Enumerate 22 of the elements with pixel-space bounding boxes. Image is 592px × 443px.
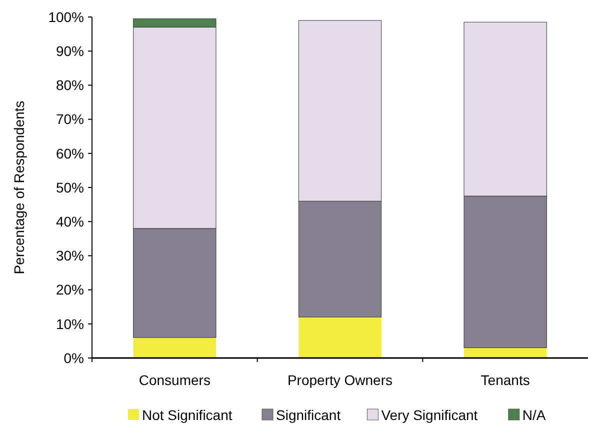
y-tick-label: 50%: [56, 179, 84, 196]
x-tick-label: Consumers: [138, 372, 210, 388]
y-tick-label: 0%: [64, 350, 84, 366]
legend-label: Significant: [276, 406, 341, 423]
x-tick-label: Tenants: [480, 372, 530, 388]
y-tick-label: 10%: [56, 316, 84, 332]
legend-label: Not Significant: [142, 406, 232, 423]
bar: [133, 338, 216, 358]
y-tick-label: 30%: [56, 248, 84, 264]
legend-label: Very Significant: [381, 406, 478, 423]
legend-label: N/A: [522, 406, 546, 423]
y-tick-label: 90%: [56, 43, 84, 59]
y-tick-label: 60%: [56, 145, 84, 162]
y-axis-title: Percentage of Respondents: [11, 100, 27, 274]
bar: [464, 348, 547, 358]
y-tick-label: 80%: [56, 77, 84, 94]
y-tick-label: 40%: [56, 214, 84, 230]
bar: [298, 317, 382, 358]
y-tick-label: 70%: [56, 111, 84, 128]
y-tick-label: 100%: [48, 8, 84, 25]
x-tick-label: Property Owners: [287, 372, 393, 388]
y-tick-label: 20%: [56, 282, 84, 298]
